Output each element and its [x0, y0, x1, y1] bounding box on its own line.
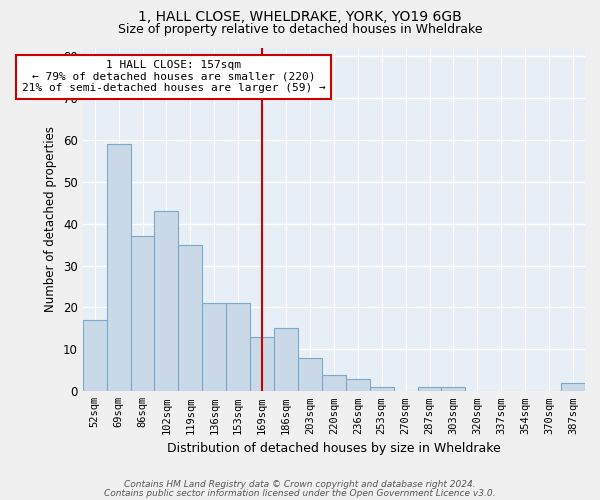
Bar [131, 236, 154, 392]
Bar [107, 144, 131, 392]
Bar [154, 211, 178, 392]
Text: Size of property relative to detached houses in Wheldrake: Size of property relative to detached ho… [118, 22, 482, 36]
Text: Contains public sector information licensed under the Open Government Licence v3: Contains public sector information licen… [104, 488, 496, 498]
Bar [202, 304, 226, 392]
X-axis label: Distribution of detached houses by size in Wheldrake: Distribution of detached houses by size … [167, 442, 501, 455]
Bar [442, 387, 466, 392]
Bar [561, 383, 585, 392]
Bar [274, 328, 298, 392]
Y-axis label: Number of detached properties: Number of detached properties [44, 126, 58, 312]
Text: 1 HALL CLOSE: 157sqm
← 79% of detached houses are smaller (220)
21% of semi-deta: 1 HALL CLOSE: 157sqm ← 79% of detached h… [22, 60, 325, 94]
Bar [83, 320, 107, 392]
Bar [418, 387, 442, 392]
Bar [322, 374, 346, 392]
Bar [298, 358, 322, 392]
Bar [370, 387, 394, 392]
Text: Contains HM Land Registry data © Crown copyright and database right 2024.: Contains HM Land Registry data © Crown c… [124, 480, 476, 489]
Text: 1, HALL CLOSE, WHELDRAKE, YORK, YO19 6GB: 1, HALL CLOSE, WHELDRAKE, YORK, YO19 6GB [138, 10, 462, 24]
Bar [250, 337, 274, 392]
Bar [346, 378, 370, 392]
Bar [178, 244, 202, 392]
Bar [226, 304, 250, 392]
